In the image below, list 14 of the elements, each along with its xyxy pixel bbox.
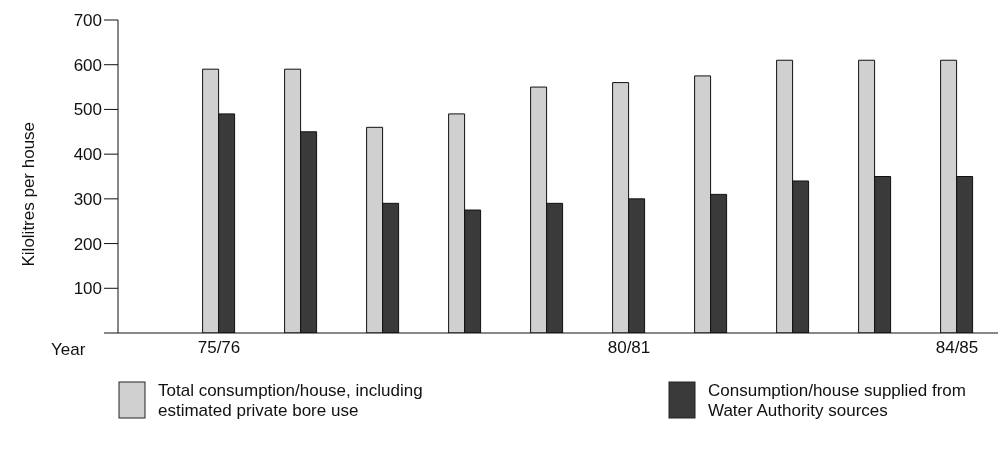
x-tick-label: 75/76 [197,338,241,358]
y-tick-label: 200 [73,234,102,254]
legend-label: Consumption/house supplied from Water Authority sources [708,381,967,421]
legend-label: Total consumption/house, including estimated private bore use [158,381,424,421]
y-axis-title: Kilolitres per house [19,121,39,267]
y-tick-label: 400 [73,145,102,165]
y-tick-label: 700 [73,11,102,31]
x-tick-label: 84/85 [935,338,979,358]
x-tick-label: 80/81 [607,338,651,358]
y-tick-label: 100 [73,279,102,299]
y-tick-label: 600 [73,55,102,75]
y-tick-label: 500 [73,100,102,120]
y-tick-label: 300 [73,189,102,209]
x-axis-title: Year [51,340,86,359]
